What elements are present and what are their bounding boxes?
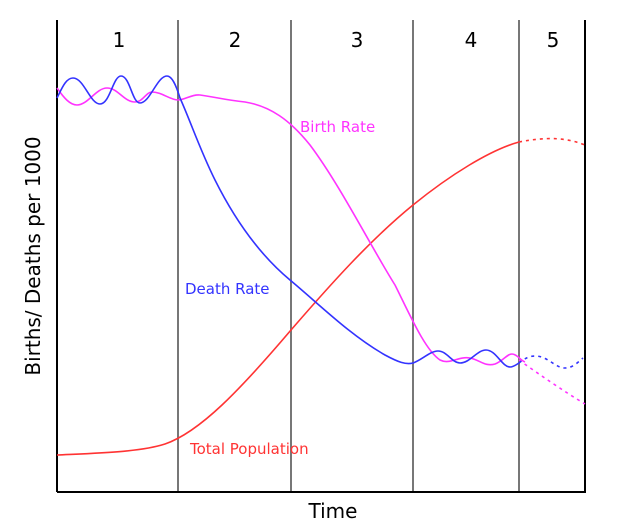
x-axis-label: Time bbox=[308, 499, 358, 523]
stage-label-2: 2 bbox=[229, 28, 242, 52]
stage-label-1: 1 bbox=[113, 28, 126, 52]
death-rate-curve bbox=[56, 75, 520, 368]
death-rate-label: Death Rate bbox=[185, 280, 270, 298]
stage-label-3: 3 bbox=[351, 28, 364, 52]
stage-label-4: 4 bbox=[465, 28, 478, 52]
total-population-curve bbox=[56, 141, 520, 456]
birth-rate-curve bbox=[56, 87, 526, 366]
total-population-label: Total Population bbox=[189, 440, 309, 458]
birth-rate-label: Birth Rate bbox=[300, 118, 375, 136]
birth-rate-projection bbox=[518, 359, 586, 405]
death-rate-projection bbox=[518, 355, 584, 369]
y-axis-label: Births/ Deaths per 1000 bbox=[21, 136, 45, 375]
total-population-projection bbox=[518, 137, 586, 146]
stage-label-5: 5 bbox=[547, 28, 560, 52]
